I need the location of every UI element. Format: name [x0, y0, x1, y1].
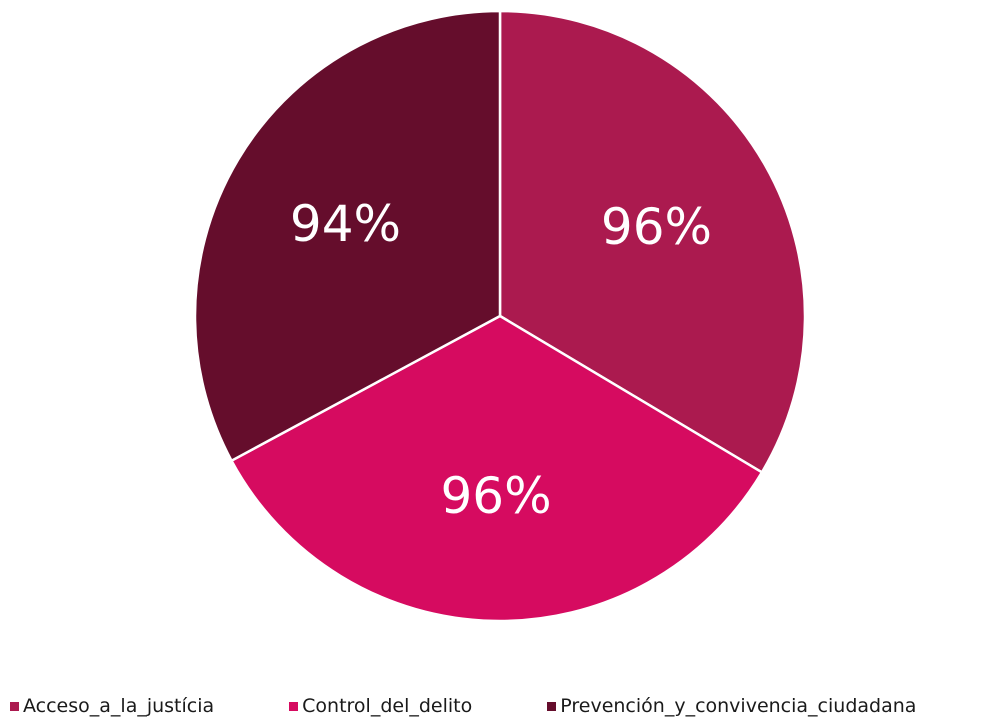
- pie-slices: [193, 9, 807, 623]
- pie-slice-acceso: [498, 9, 807, 474]
- legend-label-prevencion: Prevención_y_convivencia_ciudadana: [560, 695, 917, 717]
- legend-swatch-acceso: [10, 701, 19, 711]
- legend-swatch-prevencion: [547, 701, 557, 711]
- legend-swatch-control: [289, 701, 299, 711]
- pie-slice-control: [230, 314, 764, 623]
- data-label-control: 96%: [440, 467, 551, 525]
- legend-item-control: Control_del_delito: [289, 695, 472, 717]
- legend-item-prevencion: Prevención_y_convivencia_ciudadana: [547, 695, 916, 717]
- data-label-acceso: 96%: [601, 198, 712, 256]
- legend-item-acceso: Acceso_a_la_justícia: [10, 695, 214, 717]
- legend-label-acceso: Acceso_a_la_justícia: [23, 695, 215, 717]
- pie-data-labels: 96% 96% 94%: [290, 195, 712, 525]
- data-label-prevencion: 94%: [290, 195, 401, 253]
- legend: Acceso_a_la_justícia Control_del_delito …: [10, 694, 916, 718]
- legend-label-control: Control_del_delito: [302, 695, 473, 717]
- pie-slice-prevencion: [193, 9, 502, 462]
